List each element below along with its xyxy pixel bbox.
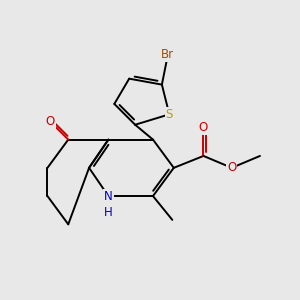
Text: O: O <box>199 121 208 134</box>
Text: H: H <box>104 206 113 219</box>
Text: Br: Br <box>161 48 174 62</box>
Text: N: N <box>104 190 113 202</box>
Text: O: O <box>227 161 236 174</box>
Text: O: O <box>46 115 55 128</box>
Text: S: S <box>166 108 173 121</box>
